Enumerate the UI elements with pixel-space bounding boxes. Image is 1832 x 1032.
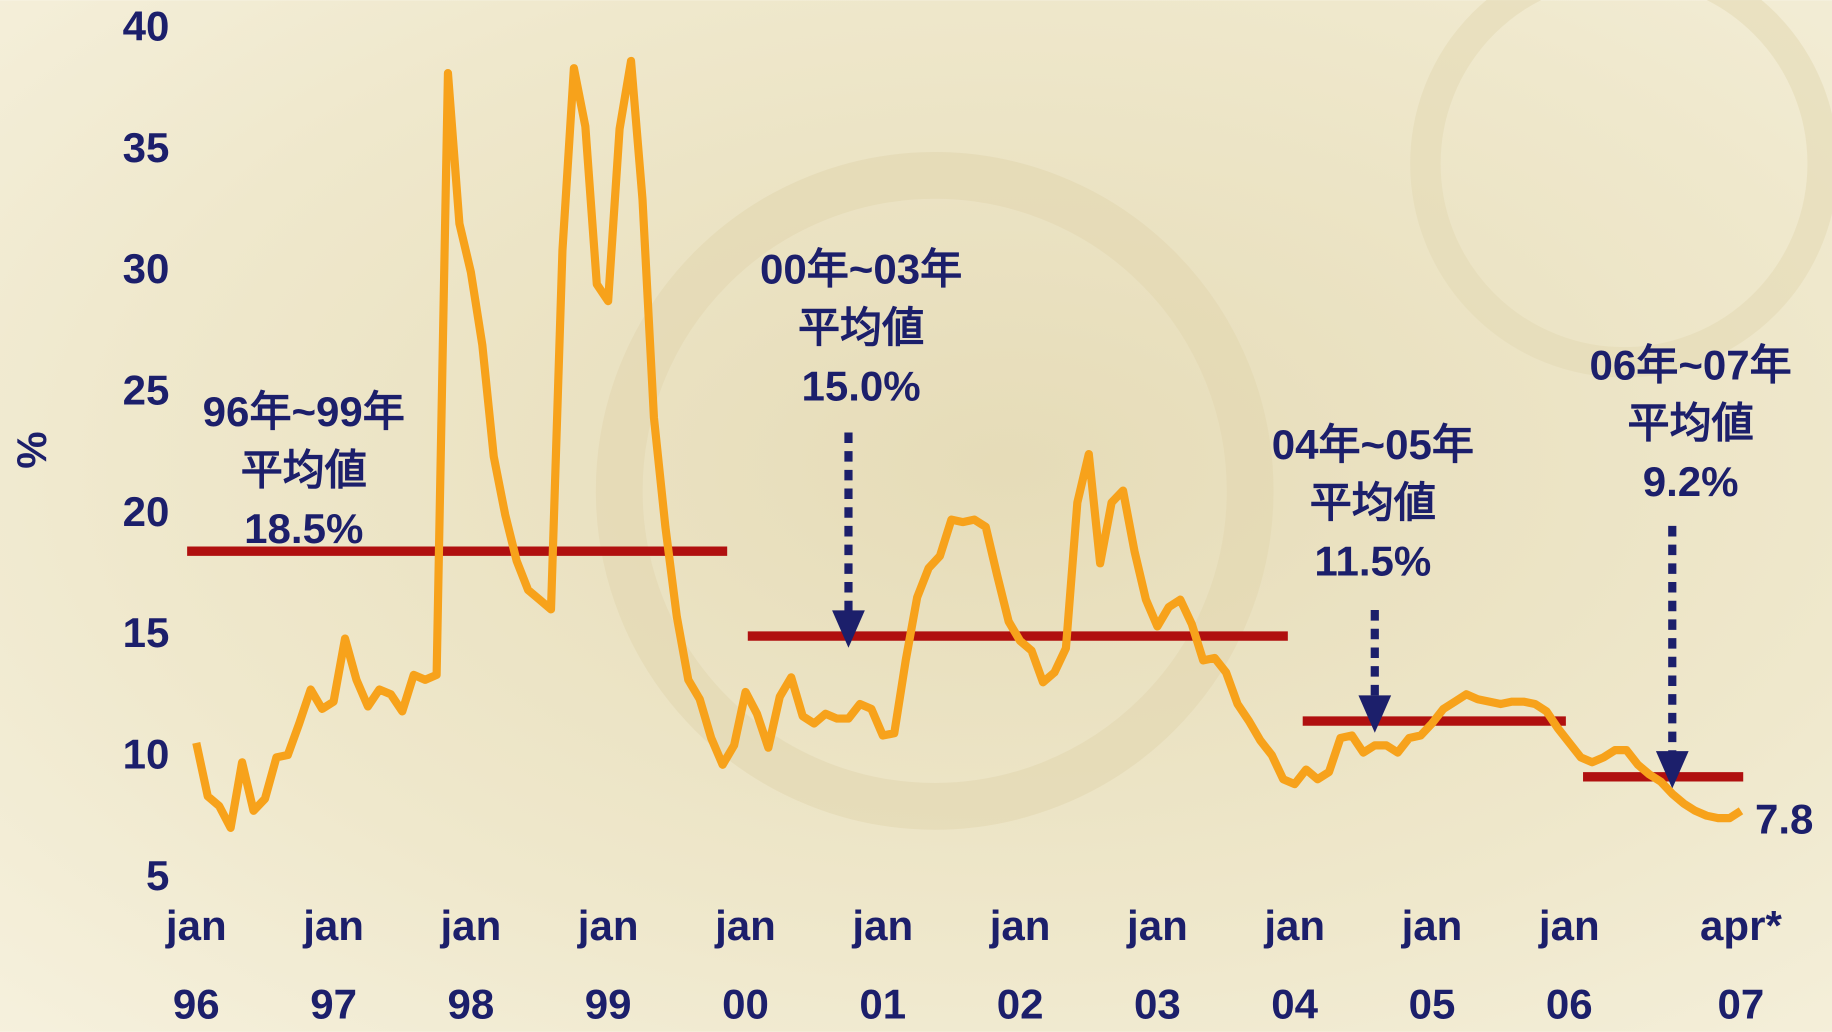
x-tick-label: jan	[440, 902, 502, 949]
x-tick-label: jan	[989, 902, 1051, 949]
average-label: 平均値	[1628, 400, 1754, 447]
x-tick-label: jan	[851, 902, 913, 949]
average-value: 18.5%	[244, 505, 363, 552]
x-tick-year: 00	[722, 980, 769, 1027]
x-tick-year: 05	[1409, 980, 1456, 1027]
average-value: 15.0%	[801, 362, 920, 409]
x-tick-label: jan	[302, 902, 364, 949]
average-label: 平均値	[798, 304, 924, 351]
average-period: 96年~99年	[203, 388, 405, 435]
x-tick-year: 98	[447, 980, 494, 1027]
end-value-label: 7.8	[1755, 796, 1813, 843]
x-tick-label: jan	[577, 902, 639, 949]
x-tick-year: 01	[859, 980, 906, 1027]
x-tick-year: 03	[1134, 980, 1181, 1027]
x-tick-label: jan	[1401, 902, 1463, 949]
chart: % 5 10 15 20 25 30 35 40 jan 96 jan 97 jan 98 jan 99 jan…	[0, 0, 1832, 1032]
y-tick-label: 15	[123, 609, 170, 656]
x-tick-year: 99	[585, 980, 632, 1027]
x-tick-label: jan	[1126, 902, 1188, 949]
x-tick-year: 06	[1546, 980, 1593, 1027]
y-tick-label: 40	[123, 2, 170, 49]
x-tick-label: apr*	[1700, 902, 1782, 949]
average-period: 04年~05年	[1272, 421, 1474, 468]
y-tick-label: 25	[123, 367, 170, 414]
x-tick-year: 02	[997, 980, 1044, 1027]
x-tick-year: 04	[1271, 980, 1318, 1027]
y-tick-label: 20	[123, 488, 170, 535]
page: % 5 10 15 20 25 30 35 40 jan 96 jan 97 jan 98 jan 99 jan…	[0, 0, 1832, 1032]
x-tick-year: 07	[1718, 980, 1765, 1027]
y-tick-label: 10	[123, 731, 170, 778]
average-value: 11.5%	[1314, 538, 1431, 585]
y-axis-label: %	[8, 431, 55, 468]
average-label: 平均値	[241, 446, 367, 493]
y-tick-label: 30	[123, 245, 170, 292]
x-tick-label: jan	[165, 902, 227, 949]
x-tick-year: 96	[173, 980, 220, 1027]
average-period: 00年~03年	[760, 246, 962, 293]
x-tick-label: jan	[714, 902, 776, 949]
average-period: 06年~07年	[1590, 341, 1792, 388]
average-label: 平均値	[1310, 479, 1436, 526]
x-tick-year: 97	[310, 980, 357, 1027]
y-tick-label: 35	[123, 124, 170, 171]
x-tick-label: jan	[1263, 902, 1325, 949]
x-tick-label: jan	[1538, 902, 1600, 949]
average-value: 9.2%	[1643, 458, 1739, 505]
y-tick-label: 5	[146, 852, 169, 899]
